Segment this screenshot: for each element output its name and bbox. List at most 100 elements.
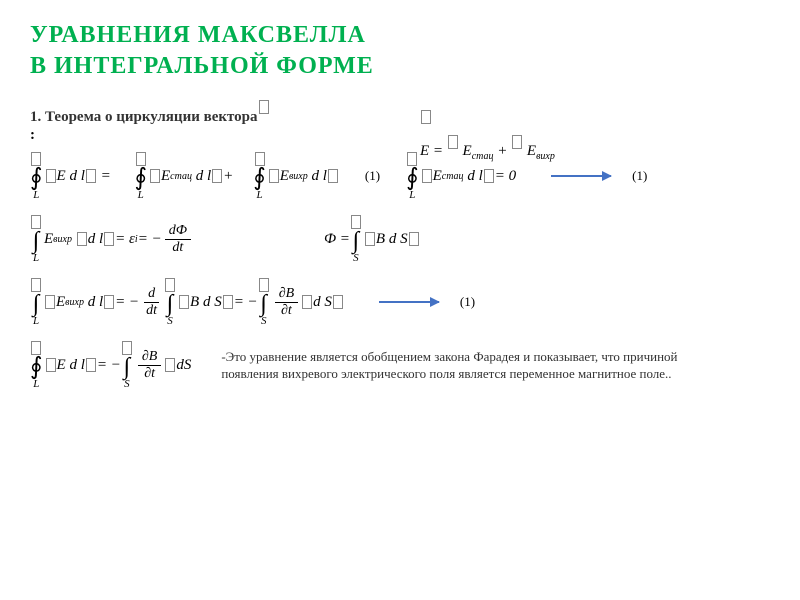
- differential: d l: [69, 357, 84, 374]
- arrow-right-icon: [551, 175, 611, 177]
- explanation-text: -Это уравнение является обобщением закон…: [221, 348, 701, 383]
- placeholder-icon: [409, 232, 419, 246]
- integral-icon: ∫S: [350, 215, 362, 264]
- plus: +: [497, 143, 511, 159]
- equation-row-3: ∫L Eвихр d l = − d dt ∫S B d S = − ∫S ∂B…: [30, 278, 770, 327]
- equation-label: (1): [460, 294, 475, 310]
- circ-integral-icon: ∮L: [134, 152, 147, 201]
- placeholder-icon: [46, 358, 56, 372]
- slide-title: УРАВНЕНИЯ МАКСВЕЛЛА В ИНТЕГРАЛЬНОЙ ФОРМЕ: [30, 20, 770, 82]
- equals-epsilon: = ε: [115, 231, 135, 248]
- integral-icon: ∫S: [121, 341, 133, 390]
- equation-row-4: ∮L E d l = − ∫S ∂B ∂t dS -Это уравнение …: [30, 341, 770, 390]
- var-E: E: [57, 357, 66, 374]
- differential: d l: [196, 168, 211, 185]
- placeholder-icon: [45, 295, 55, 309]
- placeholder-icon: [333, 295, 343, 309]
- placeholder-icon: [421, 110, 431, 124]
- maxwell-faraday-equation: ∮L E d l = − ∫S ∂B ∂t dS: [30, 341, 191, 390]
- integral-icon: ∫L: [30, 278, 42, 327]
- subscript-stac: стац: [472, 151, 494, 162]
- equation-label: (1): [365, 168, 380, 184]
- placeholder-icon: [512, 135, 522, 149]
- differential: d S: [389, 231, 408, 248]
- differential: d l: [467, 168, 482, 185]
- equals-minus: = −: [138, 231, 162, 248]
- differential: dS: [176, 357, 191, 374]
- var-E: E: [161, 168, 170, 185]
- differential: d l: [88, 294, 103, 311]
- equals-zero: = 0: [495, 168, 516, 185]
- equation-row-2: ∫L Eвихр d l = εi = − dФ dt Ф = ∫S B d S: [30, 215, 770, 264]
- fraction-partial: ∂B ∂t: [275, 286, 298, 319]
- denominator: ∂t: [140, 366, 159, 382]
- integral-emf-term: ∫L Eвихр d l = εi = − dФ dt: [30, 215, 194, 264]
- circ-integral-icon: ∮L: [30, 341, 43, 390]
- integral-term-1: ∮L E d l =: [30, 152, 114, 201]
- subscript-vihr: вихр: [65, 297, 84, 308]
- placeholder-icon: [223, 295, 233, 309]
- placeholder-icon: [269, 169, 279, 183]
- var-E: E: [280, 168, 289, 185]
- fraction: dФ dt: [165, 223, 191, 256]
- placeholder-icon: [104, 232, 114, 246]
- expanded-integral: ∫L Eвихр d l = − d dt ∫S B d S = − ∫S ∂B…: [30, 278, 344, 327]
- circ-integral-icon: ∮L: [406, 152, 419, 201]
- flux-definition: Ф = ∫S B d S: [324, 215, 420, 264]
- differential: d l: [311, 168, 326, 185]
- heading-colon: :: [30, 127, 35, 143]
- var-E: E: [57, 168, 66, 185]
- section-heading: 1. Теорема о циркуляции вектора: [30, 109, 258, 125]
- placeholder-icon: [422, 169, 432, 183]
- subscript-vihr: вихр: [53, 234, 72, 245]
- subscript-stac: стац: [442, 171, 464, 182]
- subscript-vihr: вихр: [289, 171, 308, 182]
- title-line-2: В ИНТЕГРАЛЬНОЙ ФОРМЕ: [30, 53, 374, 79]
- differential: d l: [88, 231, 103, 248]
- subscript-stac: стац: [170, 171, 192, 182]
- placeholder-icon: [165, 358, 175, 372]
- fraction-partial: ∂B ∂t: [138, 349, 161, 382]
- differential: d l: [69, 168, 84, 185]
- var-E: E: [44, 231, 53, 248]
- section-heading-row: 1. Теорема о циркуляции вектора :: [30, 100, 770, 143]
- equals-minus: = −: [97, 357, 121, 374]
- integral-term-3: ∮L Eвихр d l: [253, 152, 339, 201]
- var-E: E: [463, 143, 472, 159]
- circ-integral-icon: ∮L: [253, 152, 266, 201]
- numerator: d: [144, 286, 159, 303]
- circ-integral-icon: ∮L: [30, 152, 43, 201]
- var-phi: Ф =: [324, 231, 350, 248]
- var-E: E: [527, 143, 536, 159]
- placeholder-icon: [212, 169, 222, 183]
- numerator: ∂B: [275, 286, 298, 303]
- denominator: ∂t: [277, 303, 296, 319]
- equation-label: (1): [632, 168, 647, 184]
- integral-icon: ∫S: [164, 278, 176, 327]
- numerator: ∂B: [138, 349, 161, 366]
- placeholder-icon: [104, 295, 114, 309]
- placeholder-icon: [328, 169, 338, 183]
- placeholder-icon: [86, 358, 96, 372]
- subscript-vihr: вихр: [536, 151, 555, 162]
- equals-minus: = −: [115, 294, 139, 311]
- fraction: d dt: [142, 286, 161, 319]
- placeholder-icon: [46, 169, 56, 183]
- arrow-right-icon: [379, 301, 439, 303]
- integral-term-2: ∮L Eстац d l +: [134, 152, 233, 201]
- var-B: B: [376, 231, 385, 248]
- placeholder-icon: [86, 169, 96, 183]
- placeholder-icon: [179, 295, 189, 309]
- var-E: E: [56, 294, 65, 311]
- denominator: dt: [142, 303, 161, 319]
- equation-row-1: ∮L E d l = ∮L Eстац d l + ∮L Eвихр d l (…: [30, 152, 770, 201]
- placeholder-icon: [448, 135, 458, 149]
- denominator: dt: [168, 240, 187, 256]
- var-E: E: [433, 168, 442, 185]
- equals: =: [433, 143, 447, 159]
- placeholder-icon: [302, 295, 312, 309]
- placeholder-icon: [484, 169, 494, 183]
- decomposition-equation: E = Eстац + Eвихр: [420, 110, 555, 162]
- integral-icon: ∫S: [258, 278, 270, 327]
- var-B: B: [190, 294, 199, 311]
